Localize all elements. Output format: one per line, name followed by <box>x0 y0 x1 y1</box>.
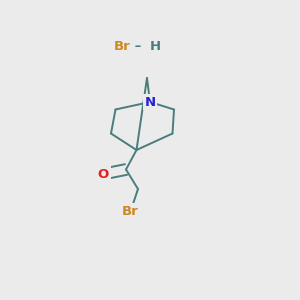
Text: H: H <box>150 40 161 53</box>
Text: –: – <box>130 40 142 53</box>
Text: O: O <box>98 167 109 181</box>
Text: Br: Br <box>122 205 139 218</box>
Text: Br: Br <box>114 40 130 53</box>
Text: N: N <box>144 95 156 109</box>
